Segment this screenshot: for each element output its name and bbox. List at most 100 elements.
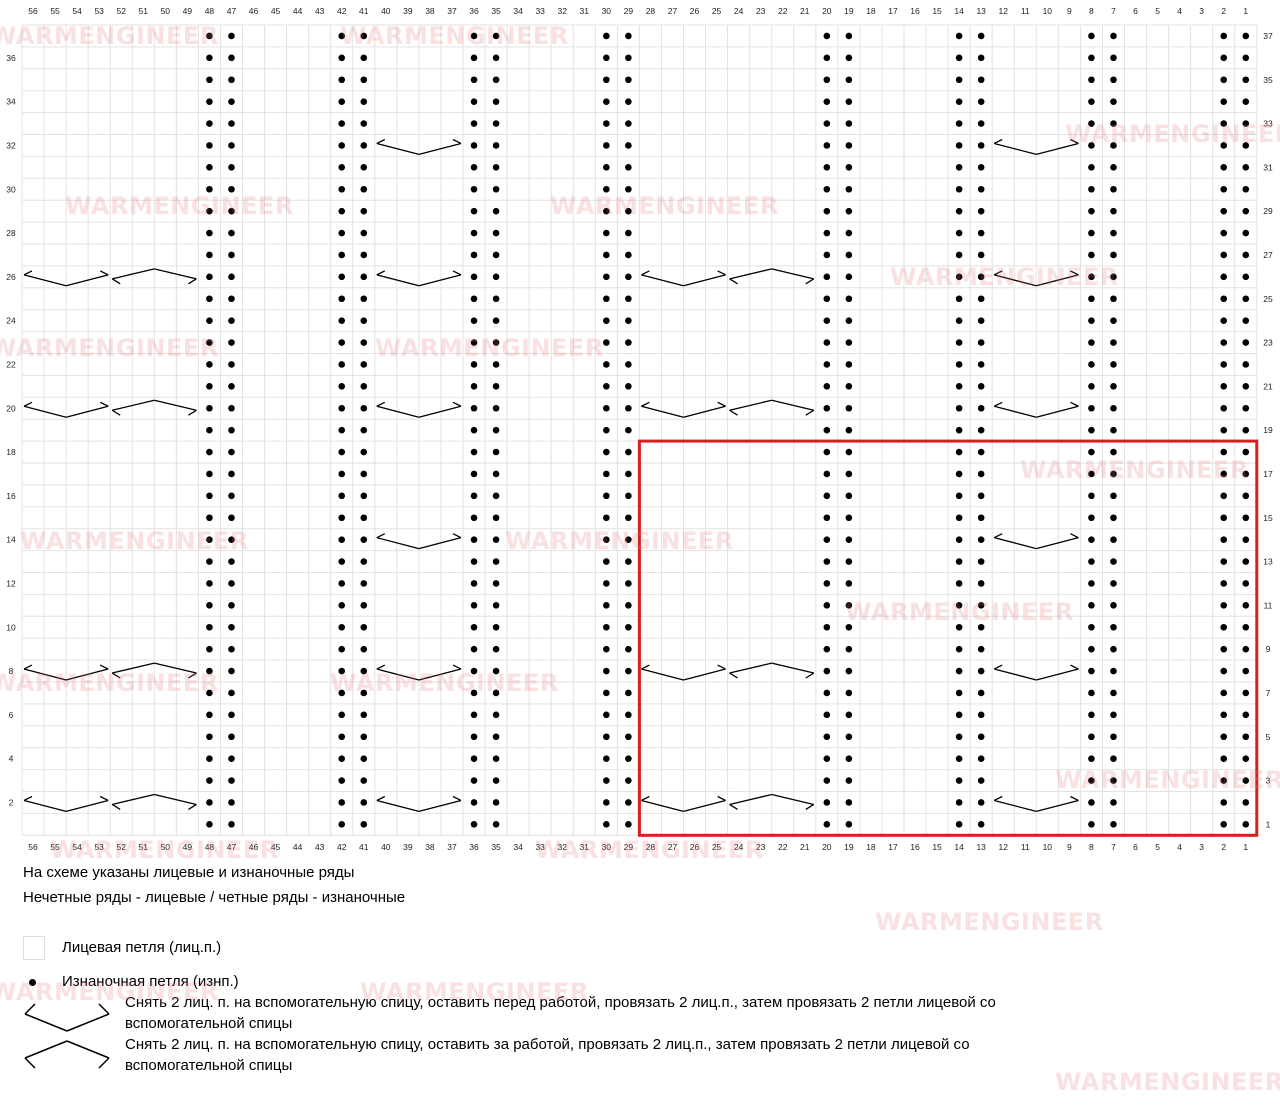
purl-stitch xyxy=(1088,383,1095,390)
purl-stitch xyxy=(492,645,500,653)
purl-stitch xyxy=(206,164,213,171)
purl-stitch xyxy=(625,54,632,62)
purl-stitch xyxy=(1220,777,1228,784)
purl-stitch xyxy=(1220,623,1228,631)
purl-stitch xyxy=(492,602,500,609)
purl-stitch xyxy=(955,580,963,587)
purl-stitch xyxy=(228,755,235,762)
purl-stitch xyxy=(955,383,963,390)
purl-stitch xyxy=(492,580,500,587)
purl-stitch xyxy=(470,207,478,215)
purl-stitch xyxy=(338,361,346,368)
purl-stitch xyxy=(360,120,368,127)
column-label-top: 56 xyxy=(28,6,38,16)
row-label-left: 6 xyxy=(9,710,14,720)
purl-stitch xyxy=(977,207,985,215)
purl-stitch xyxy=(228,98,235,105)
purl-stitch xyxy=(845,711,853,719)
purl-stitch xyxy=(360,164,368,171)
purl-stitch xyxy=(492,295,500,303)
column-label-bottom: 14 xyxy=(954,842,964,852)
row-label-right: 19 xyxy=(1263,425,1273,435)
purl-stitch xyxy=(955,120,963,127)
column-label-top: 31 xyxy=(580,6,590,16)
row-label-right: 11 xyxy=(1264,600,1273,610)
purl-stitch xyxy=(845,207,853,215)
purl-stitch xyxy=(845,645,853,653)
purl-stitch xyxy=(492,98,500,105)
purl-stitch xyxy=(977,76,985,84)
knitting-chart: 5656555554545353525251515050494948484747… xyxy=(6,6,1273,852)
purl-stitch xyxy=(1220,317,1228,324)
purl-stitch xyxy=(470,383,478,390)
purl-stitch xyxy=(1110,689,1117,697)
purl-stitch xyxy=(228,623,235,631)
purl-stitch xyxy=(1088,98,1095,105)
purl-stitch xyxy=(625,711,632,719)
purl-stitch xyxy=(625,404,632,412)
cable-front-stitch xyxy=(641,664,726,681)
column-label-top: 8 xyxy=(1089,6,1094,16)
purl-stitch xyxy=(206,514,213,522)
purl-stitch xyxy=(1088,799,1095,806)
purl-stitch xyxy=(492,667,500,675)
column-label-top: 10 xyxy=(1043,6,1053,16)
column-label-top: 22 xyxy=(778,6,788,16)
cable-front-stitch xyxy=(641,795,726,813)
purl-stitch xyxy=(228,273,235,281)
purl-stitch xyxy=(470,229,478,237)
purl-stitch xyxy=(955,558,963,565)
purl-stitch xyxy=(228,339,235,346)
purl-stitch xyxy=(603,492,610,500)
purl-stitch xyxy=(823,32,831,40)
purl-stitch xyxy=(1220,120,1228,127)
purl-stitch xyxy=(206,142,213,149)
purl-stitch xyxy=(338,623,346,631)
purl-stitch xyxy=(228,426,235,434)
purl-stitch xyxy=(1088,602,1095,609)
purl-stitch xyxy=(845,32,853,40)
purl-stitch xyxy=(1220,821,1228,828)
purl-stitch xyxy=(625,207,632,215)
purl-stitch xyxy=(1110,361,1117,368)
column-label-bottom: 13 xyxy=(976,842,986,852)
purl-stitch xyxy=(1088,426,1095,434)
purl-stitch xyxy=(206,361,213,368)
purl-stitch xyxy=(228,207,235,215)
row-label-right: 25 xyxy=(1263,294,1273,304)
purl-stitch xyxy=(470,689,478,697)
purl-stitch xyxy=(977,361,985,368)
column-label-bottom: 9 xyxy=(1067,842,1072,852)
purl-stitch xyxy=(1110,536,1117,543)
purl-stitch xyxy=(360,602,368,609)
purl-stitch xyxy=(206,623,213,631)
purl-stitch xyxy=(1088,645,1095,653)
purl-stitch xyxy=(470,667,478,675)
purl-stitch xyxy=(228,448,235,456)
purl-stitch xyxy=(1110,623,1117,631)
purl-stitch xyxy=(1110,602,1117,609)
purl-stitch xyxy=(338,689,346,697)
purl-stitch xyxy=(492,251,500,259)
purl-stitch xyxy=(206,667,213,675)
purl-stitch xyxy=(955,777,963,784)
purl-stitch xyxy=(206,448,213,456)
purl-stitch xyxy=(1110,383,1117,390)
purl-stitch xyxy=(360,98,368,105)
purl-stitch xyxy=(955,317,963,324)
purl-stitch xyxy=(470,251,478,259)
column-label-top: 20 xyxy=(822,6,832,16)
cable-back-stitch xyxy=(111,662,197,679)
purl-stitch xyxy=(338,120,346,127)
purl-stitch xyxy=(823,383,831,390)
purl-stitch xyxy=(360,799,368,806)
purl-stitch xyxy=(492,821,500,828)
purl-stitch xyxy=(1242,32,1250,40)
purl-stitch xyxy=(845,251,853,259)
purl-stitch xyxy=(823,580,831,587)
purl-stitch xyxy=(603,251,610,259)
purl-stitch xyxy=(206,645,213,653)
purl-stitch xyxy=(470,404,478,412)
purl-stitch xyxy=(845,295,853,303)
purl-stitch xyxy=(228,536,235,543)
